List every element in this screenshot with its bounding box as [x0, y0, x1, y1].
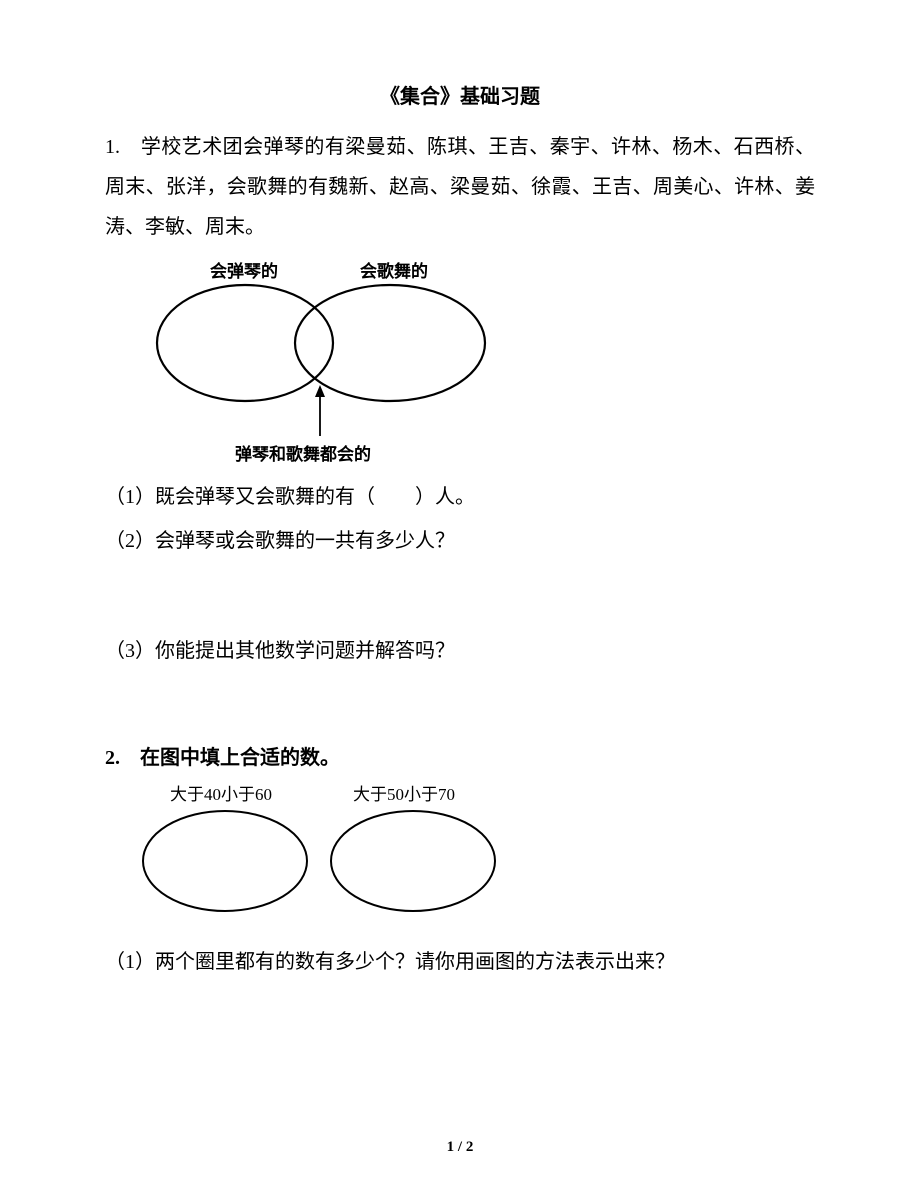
q1-venn-diagram: 会弹琴的 会歌舞的 弹琴和歌舞都会的	[155, 257, 555, 467]
venn1-right-label: 会歌舞的	[360, 257, 428, 282]
venn2-left-label: 大于40小于60	[170, 780, 272, 805]
q2-heading: 2. 在图中填上合适的数。	[105, 741, 815, 770]
q2-number: 2.	[105, 747, 120, 769]
q1-sub2: （2）会弹琴或会歌舞的一共有多少人？	[105, 521, 815, 561]
q2-heading-text: 在图中填上合适的数。	[120, 747, 340, 769]
q1-sub3: （3）你能提出其他数学问题并解答吗？	[105, 631, 815, 671]
document-title: 《集合》基础习题	[105, 80, 815, 109]
venn2-ellipse-left	[143, 811, 307, 911]
q2-venn-diagram: 大于40小于60 大于50小于70	[135, 780, 575, 930]
venn1-ellipse-left	[157, 285, 333, 401]
venn1-left-label: 会弹琴的	[210, 257, 278, 282]
venn2-ellipse-right	[331, 811, 495, 911]
venn1-ellipse-right	[295, 285, 485, 401]
venn1-svg	[155, 281, 515, 446]
venn1-bottom-label: 弹琴和歌舞都会的	[235, 440, 371, 465]
venn2-right-label: 大于50小于70	[353, 780, 455, 805]
page-number: 1 / 2	[0, 1139, 920, 1156]
q2-sub1: （1）两个圈里都有的数有多少个？请你用画图的方法表示出来？	[105, 942, 815, 982]
venn1-arrow-head	[315, 385, 325, 397]
q1-intro: 1. 学校艺术团会弹琴的有梁曼茹、陈琪、王吉、秦宇、许林、杨木、石西桥、周末、张…	[105, 127, 815, 247]
q1-sub1: （1）既会弹琴又会歌舞的有（ ）人。	[105, 477, 815, 517]
venn2-svg	[135, 806, 515, 921]
